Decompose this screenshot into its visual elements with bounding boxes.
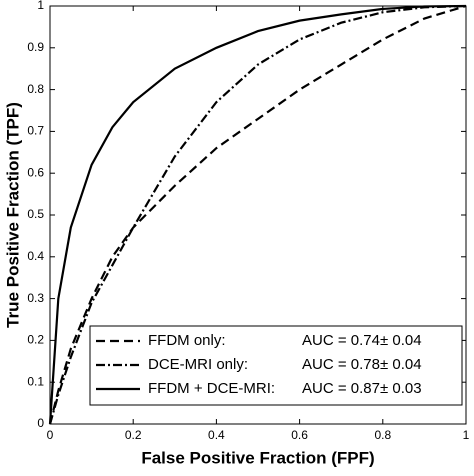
legend-auc: AUC = 0.78± 0.04 [302,356,422,373]
y-tick-label: 0.2 [27,333,44,347]
y-tick-label: 0.8 [27,82,44,96]
legend-auc: AUC = 0.87± 0.03 [302,380,422,397]
legend-auc: AUC = 0.74± 0.04 [302,332,422,349]
x-tick-label: 0.2 [125,428,142,442]
y-tick-label: 1 [37,0,44,12]
legend-label: FFDM only: [148,332,226,349]
y-axis-label: True Positive Fraction (TPF) [3,102,22,328]
roc-curve [48,4,467,425]
y-tick-label: 0.1 [27,374,44,388]
roc-curve [48,4,467,425]
y-tick-label: 0.9 [27,40,44,54]
y-tick-label: 0.4 [27,249,44,263]
roc-curve [48,4,467,425]
legend-label: DCE-MRI only: [148,356,248,373]
x-tick-label: 1 [463,428,470,442]
y-tick-label: 0.5 [27,207,44,221]
y-tick-label: 0.7 [27,124,44,138]
x-tick-label: 0.6 [291,428,308,442]
legend-label: FFDM + DCE-MRI: [148,380,275,397]
x-axis-label: False Positive Fraction (FPF) [141,448,374,467]
legend: FFDM only: AUC = 0.74± 0.04 DCE-MRI only: A… [89,325,463,406]
x-tick-label: 0.8 [374,428,391,442]
x-tick-label: 0.4 [208,428,225,442]
x-tick-label: 0 [47,428,54,442]
y-tick-label: 0.3 [27,291,44,305]
legend-box [89,325,463,406]
y-tick-label: 0.6 [27,165,44,179]
y-tick-label: 0 [37,416,44,430]
